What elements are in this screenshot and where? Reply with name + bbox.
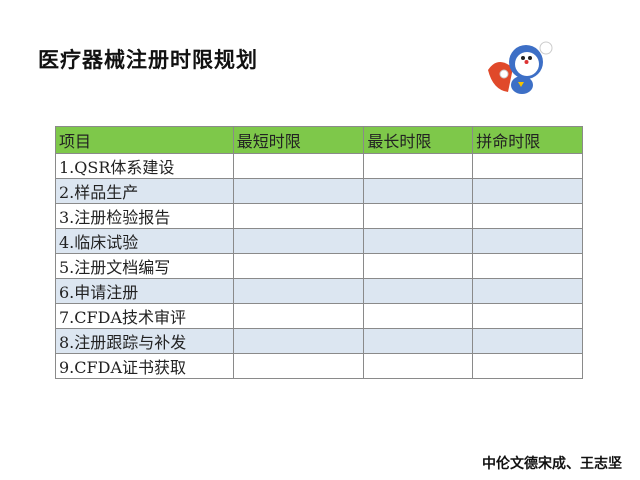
min-time-cell bbox=[232, 228, 365, 254]
item-cell: 8.注册跟踪与补发 bbox=[55, 328, 234, 354]
max-time-cell bbox=[363, 203, 474, 229]
item-cell: 9.CFDA证书获取 bbox=[55, 353, 234, 379]
max-time-cell bbox=[363, 353, 474, 379]
min-time-cell bbox=[232, 353, 365, 379]
table-row: 4.临床试验 bbox=[55, 228, 583, 254]
item-cell: 6.申请注册 bbox=[55, 278, 234, 304]
table-row: 3.注册检验报告 bbox=[55, 203, 583, 229]
item-cell: 7.CFDA技术审评 bbox=[55, 303, 234, 329]
item-cell: 1.QSR体系建设 bbox=[55, 153, 234, 179]
item-cell: 3.注册检验报告 bbox=[55, 203, 234, 229]
table-row: 8.注册跟踪与补发 bbox=[55, 328, 583, 354]
rush-time-cell bbox=[472, 153, 583, 179]
rush-time-cell bbox=[472, 253, 583, 279]
min-time-cell bbox=[232, 203, 365, 229]
header-rush-time: 拼命时限 bbox=[472, 126, 583, 154]
min-time-cell bbox=[232, 278, 365, 304]
rush-time-cell bbox=[472, 303, 583, 329]
max-time-cell bbox=[363, 153, 474, 179]
page-title: 医疗器械注册时限规划 bbox=[38, 48, 258, 72]
item-cell: 4.临床试验 bbox=[55, 228, 234, 254]
max-time-cell bbox=[363, 253, 474, 279]
min-time-cell bbox=[232, 153, 365, 179]
header-max-time: 最长时限 bbox=[363, 126, 474, 154]
max-time-cell bbox=[363, 303, 474, 329]
header-item: 项目 bbox=[55, 126, 234, 154]
min-time-cell bbox=[232, 178, 365, 204]
rush-time-cell bbox=[472, 203, 583, 229]
table-row: 7.CFDA技术审评 bbox=[55, 303, 583, 329]
item-cell: 5.注册文档编写 bbox=[55, 253, 234, 279]
table-row: 2.样品生产 bbox=[55, 178, 583, 204]
max-time-cell bbox=[363, 328, 474, 354]
max-time-cell bbox=[363, 278, 474, 304]
rush-time-cell bbox=[472, 328, 583, 354]
max-time-cell bbox=[363, 178, 474, 204]
author-credit: 中伦文德宋成、王志坚 bbox=[482, 456, 622, 472]
rush-time-cell bbox=[472, 353, 583, 379]
mascot-icon bbox=[488, 41, 553, 94]
table-row: 1.QSR体系建设 bbox=[55, 153, 583, 179]
rush-time-cell bbox=[472, 228, 583, 254]
min-time-cell bbox=[232, 303, 365, 329]
table-header-row: 项目 最短时限 最长时限 拼命时限 bbox=[55, 126, 583, 154]
header-min-time: 最短时限 bbox=[232, 126, 365, 154]
timeline-table: 项目 最短时限 最长时限 拼命时限 1.QSR体系建设 2.样品生产 3.注册检验报… bbox=[55, 126, 583, 379]
table-row: 5.注册文档编写 bbox=[55, 253, 583, 279]
table-row: 9.CFDA证书获取 bbox=[55, 353, 583, 379]
item-cell: 2.样品生产 bbox=[55, 178, 234, 204]
min-time-cell bbox=[232, 328, 365, 354]
max-time-cell bbox=[363, 228, 474, 254]
rush-time-cell bbox=[472, 178, 583, 204]
rush-time-cell bbox=[472, 278, 583, 304]
table-row: 6.申请注册 bbox=[55, 278, 583, 304]
min-time-cell bbox=[232, 253, 365, 279]
